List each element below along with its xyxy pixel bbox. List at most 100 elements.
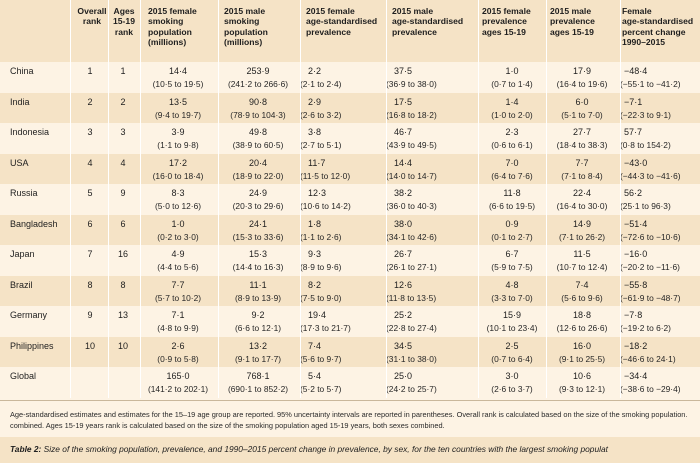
male-prevalence-15-19-ci: (9·3 to 12·1) (558, 384, 606, 394)
table-bottom-rule (0, 399, 700, 401)
female-prevalence-ci: (8·9 to 9·6) (300, 262, 342, 272)
female-change-ci: (−72·6 to −10·6) (620, 231, 681, 242)
country-cell: India (10, 96, 30, 107)
table-row: Germany 9 13 7·1 (4·8 to 9·9) 9·2 (6·6 to 12·1… (0, 306, 700, 337)
overall-rank-cell: 7 (87, 249, 93, 259)
female-population-ci: (16·0 to 18·4) (152, 170, 204, 181)
female-change-cell: −48·4 (624, 66, 648, 76)
female-change-ci: (−61·9 to −48·7) (620, 292, 681, 303)
female-prevalence-ci: (10·6 to 14·2) (300, 201, 351, 211)
female-change-cell: −34·4 (624, 371, 648, 381)
header-female-change: Female age-standardised percent change 1… (622, 6, 694, 48)
male-prevalence-cell: 34·5 (394, 340, 413, 351)
female-prevalence-15-19-cell: 11·8 (503, 188, 521, 198)
female-population-cell: 14·4 (168, 66, 187, 76)
male-population-cell: 253·9 (246, 66, 270, 76)
male-population-cell: 13·2 (248, 340, 267, 351)
male-prevalence-15-19-cell: 27·7 (572, 127, 591, 137)
female-prevalence-cell: 3·8 (308, 127, 322, 137)
female-prevalence-15-19-cell: 1·0 (505, 66, 519, 76)
ages-rank-cell: 8 (120, 279, 126, 290)
male-prevalence-15-19-ci: (7·1 to 26·2) (558, 231, 606, 242)
ages-rank-cell: 10 (117, 340, 128, 351)
overall-rank-cell: 10 (84, 340, 95, 351)
male-prevalence-ci: (26·1 to 27·1) (386, 262, 437, 272)
male-population-cell: 90·8 (248, 96, 267, 107)
country-cell: Russia (10, 188, 38, 198)
table-row: Philippines 10 10 2·6 (0·9 to 5·8) 13·2 (9·1 t… (0, 336, 700, 367)
male-prevalence-15-19-ci: (7·1 to 8·4) (561, 170, 603, 181)
female-prevalence-15-19-cell: 2·5 (505, 340, 519, 351)
header-female-prevalence: 2015 female age-standardised prevalence (306, 6, 378, 37)
male-prevalence-cell: 37·5 (394, 66, 413, 76)
male-population-ci: (9·1 to 17·7) (234, 353, 282, 364)
female-prevalence-cell: 2·2 (308, 66, 322, 76)
male-prevalence-15-19-ci: (18·4 to 38·3) (556, 140, 608, 150)
female-population-ci: (4·4 to 5·6) (157, 262, 199, 272)
female-population-ci: (0·9 to 5·8) (157, 353, 199, 364)
female-population-cell: 3·9 (171, 127, 185, 137)
female-population-cell: 7·7 (171, 279, 185, 290)
table-row: USA 4 4 17·2 (16·0 to 18·4) 20·4 (18·9 to 22·0… (0, 153, 700, 184)
overall-rank-cell: 4 (87, 157, 93, 168)
column-divider (300, 0, 301, 398)
female-prevalence-15-19-ci: (10·1 to 23·4) (486, 323, 538, 333)
ages-rank-cell: 3 (120, 127, 126, 137)
female-population-cell: 7·1 (171, 310, 185, 320)
table-row: Brazil 8 8 7·7 (5·7 to 10·2) 11·1 (8·9 to 13·9… (0, 275, 700, 306)
male-prevalence-15-19-ci: (9·1 to 25·5) (558, 353, 606, 364)
female-change-ci: (−55·1 to −41·2) (620, 79, 681, 89)
male-population-ci: (8·9 to 13·9) (234, 292, 282, 303)
male-population-ci: (78·9 to 104·3) (230, 109, 286, 120)
country-cell: Global (10, 371, 37, 381)
female-population-ci: (5·0 to 12·6) (154, 201, 202, 211)
male-prevalence-cell: 25·2 (394, 310, 413, 320)
female-prevalence-15-19-cell: 4·8 (505, 279, 519, 290)
table-row: Global 165·0 (141·2 to 202·1) 768·1 (690·1 t… (0, 367, 700, 398)
female-change-ci: (25·1 to 96·3) (620, 201, 671, 211)
female-population-ci: (141·2 to 202·1) (147, 384, 209, 394)
table-row: China 1 1 14·4 (10·5 to 19·5) 253·9 (241·2 to … (0, 62, 700, 93)
table-footnote: Age-standardised estimates and estimates… (10, 410, 688, 430)
female-change-cell: −43·0 (624, 157, 648, 168)
male-population-ci: (14·4 to 16·3) (232, 262, 284, 272)
female-prevalence-15-19-cell: 15·9 (502, 310, 521, 320)
overall-rank-cell: 3 (87, 127, 93, 137)
female-prevalence-15-19-cell: 7·0 (505, 157, 519, 168)
male-prevalence-ci: (36·0 to 40·3) (386, 201, 437, 211)
overall-rank-cell: 1 (87, 66, 93, 76)
female-prevalence-ci: (2·1 to 2·4) (300, 79, 342, 89)
female-prevalence-15-19-ci: (0·6 to 6·1) (491, 140, 533, 150)
male-prevalence-ci: (24·2 to 25·7) (386, 384, 437, 394)
female-prevalence-15-19-ci: (5·9 to 7·5) (491, 262, 533, 272)
female-prevalence-cell: 11·7 (308, 157, 326, 168)
male-prevalence-15-19-ci: (5·6 to 9·6) (561, 292, 603, 303)
female-prevalence-15-19-ci: (0·7 to 1·4) (491, 79, 533, 89)
male-prevalence-ci: (16·8 to 18·2) (386, 109, 437, 120)
overall-rank-cell: 6 (87, 218, 93, 229)
male-prevalence-cell: 26·7 (394, 249, 413, 259)
male-prevalence-ci: (22·8 to 27·4) (386, 323, 437, 333)
male-prevalence-15-19-cell: 22·4 (572, 188, 591, 198)
column-divider (108, 0, 109, 398)
male-population-cell: 9·2 (251, 310, 265, 320)
male-prevalence-cell: 25·0 (394, 371, 413, 381)
female-change-cell: 56·2 (624, 188, 643, 198)
male-population-cell: 768·1 (246, 371, 270, 381)
table-caption: Table 2: Size of the smoking population,… (10, 443, 700, 455)
header-male-prevalence-15-19: 2015 male prevalence ages 15-19 (550, 6, 595, 37)
caption-band (0, 437, 700, 463)
female-prevalence-15-19-cell: 2·3 (505, 127, 519, 137)
male-population-ci: (690·1 to 852·2) (227, 384, 289, 394)
overall-rank-cell: 8 (87, 279, 93, 290)
female-population-ci: (5·7 to 10·2) (154, 292, 202, 303)
female-prevalence-cell: 2·9 (308, 96, 322, 107)
header-female-prevalence-15-19: 2015 female prevalence ages 15-19 (482, 6, 531, 37)
female-population-cell: 4·9 (171, 249, 185, 259)
female-change-cell: −7·1 (624, 96, 643, 107)
header-ages-rank: Ages 15-19 rank (113, 6, 135, 37)
male-population-ci: (6·6 to 12·1) (234, 323, 282, 333)
female-prevalence-15-19-cell: 0·9 (505, 218, 519, 229)
male-population-ci: (38·9 to 60·5) (232, 140, 284, 150)
female-prevalence-ci: (1·1 to 2·6) (300, 231, 342, 242)
